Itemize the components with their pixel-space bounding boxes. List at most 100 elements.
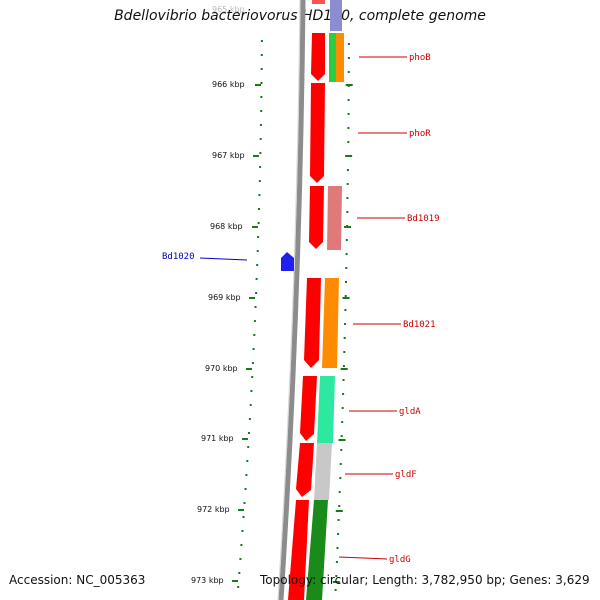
cds-arrow-bd1020 [281, 252, 294, 271]
scale-tick-dot [345, 239, 348, 241]
scale-tick-dot [335, 575, 338, 577]
scale-tick-dot [253, 320, 256, 322]
scale-tick-dot [335, 561, 338, 563]
cds-outer-bd1019 [327, 186, 342, 250]
scale-tick-dot [337, 533, 340, 535]
scale-tick-dot [258, 180, 261, 182]
scale-tick-dot [260, 110, 263, 112]
scale-tick-dot [258, 194, 261, 196]
scale-tick-dot [347, 99, 350, 101]
scale-tick-dot [248, 418, 251, 420]
scale-label-968: 968 kbp [210, 222, 243, 231]
scale-label-970: 970 kbp [205, 364, 238, 373]
gene-label-gldg: gldG [389, 555, 411, 565]
scale-tick-dot [347, 127, 350, 129]
topology-label: Topology: circular; Length: 3,782,950 bp… [260, 573, 590, 587]
scale-major-tick [342, 297, 350, 299]
genome-backbone [278, 0, 306, 600]
scale-tick-dot [341, 421, 344, 423]
scale-tick-dot [346, 183, 349, 185]
scale-tick-dot [258, 208, 260, 210]
cds-outer-phoB-green [329, 33, 336, 82]
cds-arrow-phoR [310, 83, 325, 183]
scale-tick-dot [254, 306, 257, 308]
cds-arrow-phoB [311, 33, 325, 81]
scale-major-tick [338, 439, 346, 441]
scale-label-971: 971 kbp [201, 434, 234, 443]
scale-tick-dot [342, 365, 345, 367]
cds-outer-gldf [314, 443, 332, 500]
scale-ticks-left [237, 40, 263, 588]
cds-arrow-bd1021 [304, 278, 321, 368]
scale-tick-dot [260, 82, 263, 84]
cds-outer-top [330, 0, 342, 31]
cds-arrow-top [312, 0, 325, 4]
scale-tick-dot [340, 435, 343, 437]
scale-tick-dot [345, 281, 347, 283]
scale-tick-dot [241, 530, 244, 532]
gene-label-phoB: phoB [409, 53, 431, 63]
scale-tick-dot [252, 348, 255, 350]
scale-tick-dot [346, 211, 349, 213]
scale-tick-dot [255, 292, 258, 294]
gene-label-glda: gldA [399, 407, 421, 417]
scale-tick-dot [260, 96, 263, 98]
scale-tick-dot [336, 547, 339, 549]
scale-tick-dot [240, 544, 243, 546]
scale-tick-dot [342, 379, 345, 381]
scale-tick-dot [347, 141, 350, 143]
scale-tick-dot [347, 113, 350, 115]
gene-labels: phoB phoR Bd1019 Bd1021 gldA gldF gldG B… [162, 53, 440, 565]
scale-label-969: 969 kbp [208, 293, 241, 302]
scale-tick-dot [251, 376, 254, 378]
scale-tick-dot [250, 390, 253, 392]
scale-tick-dot [248, 432, 250, 434]
scale-major-tick [345, 155, 353, 157]
cds-outer-bd1021 [322, 278, 339, 368]
feature-track-inner [288, 0, 325, 600]
cds-outer-glda [317, 376, 335, 443]
scale-label-967: 967 kbp [212, 151, 245, 160]
scale-tick-dot [339, 463, 342, 465]
leader-gldg [338, 556, 388, 560]
scale-tick-dot [341, 407, 344, 409]
cds-arrow-gldg [288, 500, 309, 600]
scale-tick-dot [243, 502, 246, 504]
scale-major-tick [335, 510, 343, 512]
leader-bd1020 [199, 257, 248, 261]
scale-tick-dot [256, 250, 259, 252]
scale-tick-dot [347, 57, 350, 59]
scale-label-972: 972 kbp [197, 505, 230, 514]
scale-tick-dot [259, 138, 262, 140]
scale-tick-dot [244, 488, 247, 490]
gene-label-bd1019: Bd1019 [407, 214, 440, 224]
scale-tick-dot [346, 197, 349, 199]
cds-arrow-bd1019 [309, 186, 324, 249]
scale-tick-dot [340, 449, 343, 451]
scale-tick-dot [343, 351, 346, 353]
scale-tick-dot [342, 393, 345, 395]
scale-tick-dot [260, 40, 263, 42]
scale-tick-dot [344, 323, 346, 325]
scale-tick-dot [260, 68, 263, 70]
scale-tick-dot [343, 337, 346, 339]
scale-tick-dot [238, 572, 241, 574]
accession-label: Accession: NC_005363 [9, 573, 146, 587]
scale-tick-dot [346, 169, 349, 171]
scale-ticks-right [332, 43, 353, 591]
scale-tick-dot [255, 278, 258, 280]
scale-tick-dot [239, 558, 242, 560]
scale-tick-dot [253, 334, 256, 336]
scale-major-tick [345, 84, 353, 86]
scale-major-tick [340, 368, 348, 370]
scale-tick-dot [256, 264, 259, 266]
scale-tick-dot [251, 362, 254, 364]
gene-label-bd1020: Bd1020 [162, 252, 195, 262]
scale-label-965: 965 kbp [212, 5, 245, 14]
cds-outer-phoB-orange [336, 33, 344, 82]
scale-tick-dot [260, 54, 263, 56]
scale-tick-dot [345, 267, 348, 269]
scale-tick-dot [338, 491, 341, 493]
scale-label-973: 973 kbp [191, 576, 224, 585]
